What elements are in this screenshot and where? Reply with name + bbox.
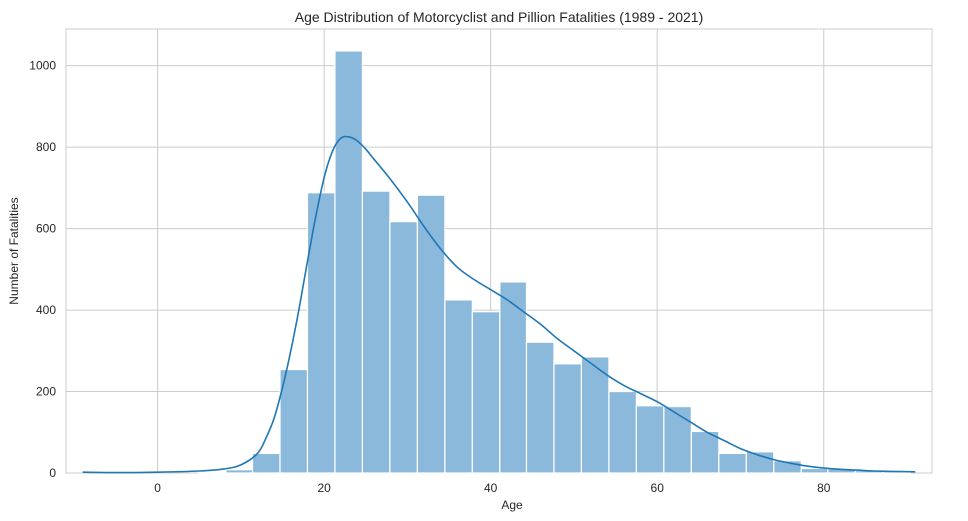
histogram-bar: [608, 390, 637, 474]
y-axis-label: Number of Fatalities: [7, 197, 21, 304]
y-tick-label: 600: [36, 222, 56, 236]
histogram-bar: [225, 469, 254, 474]
histogram-bar: [553, 363, 583, 474]
y-tick-label: 400: [36, 303, 56, 317]
histogram-bar: [251, 452, 281, 474]
histogram-bar: [635, 405, 665, 474]
x-tick-label: 60: [651, 481, 665, 495]
histogram-bar: [334, 50, 364, 474]
x-tick-label: 0: [154, 481, 161, 495]
kde-curve-group: [82, 135, 916, 474]
histogram-bar: [444, 299, 473, 474]
chart-title: Age Distribution of Motorcyclist and Pil…: [295, 9, 704, 25]
histogram-bar: [471, 311, 501, 474]
histogram-bar: [580, 356, 610, 474]
histogram-bar: [361, 190, 391, 474]
y-tick-label: 800: [36, 140, 56, 154]
x-tick-label: 80: [817, 481, 831, 495]
histogram-bar: [279, 368, 309, 474]
histogram-bar: [499, 281, 528, 474]
histogram-bar: [718, 452, 747, 474]
kde-line: [82, 135, 916, 474]
histogram-bar: [389, 221, 418, 474]
y-tick-label: 0: [49, 466, 56, 480]
x-axis-label: Age: [501, 498, 523, 512]
histogram-bar: [800, 467, 829, 474]
y-tick-label: 200: [36, 385, 56, 399]
histogram-bar: [197, 471, 227, 474]
histogram-bars: [197, 50, 911, 474]
histogram-bar: [690, 430, 720, 474]
histogram-bar: [663, 406, 692, 474]
histogram-bar: [525, 341, 555, 474]
y-tick-label: 1000: [29, 59, 56, 73]
x-tick-label: 40: [484, 481, 498, 495]
x-tick-label: 20: [317, 481, 331, 495]
